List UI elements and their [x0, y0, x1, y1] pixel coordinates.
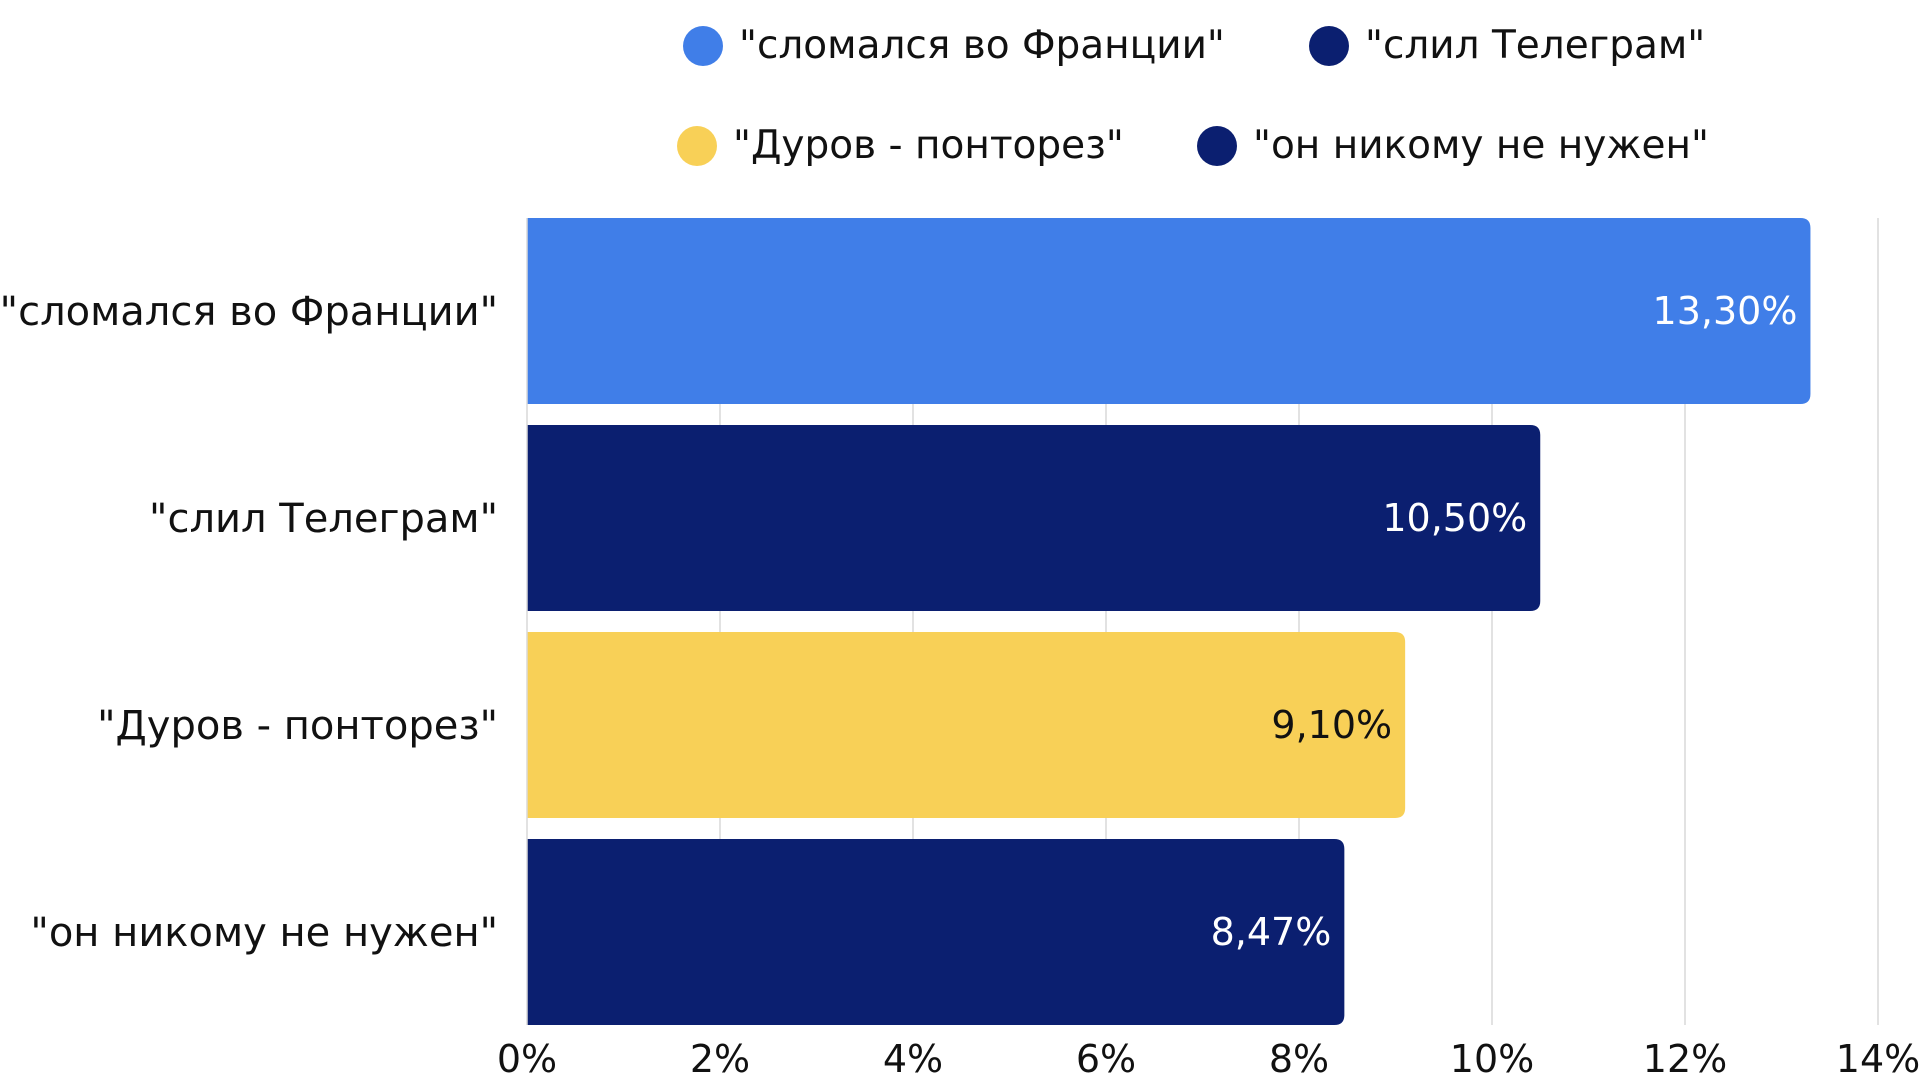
- legend-item: "слил Телеграм": [1309, 23, 1705, 68]
- category-label: "сломался во Франции": [0, 289, 498, 335]
- x-tick-label: 6%: [1076, 1037, 1136, 1080]
- x-tick-label: 12%: [1643, 1037, 1727, 1080]
- legend-item: "Дуров - понторез": [677, 123, 1124, 168]
- data-label: 10,50%: [1382, 496, 1527, 540]
- legend-dot-icon: [683, 25, 723, 66]
- x-tick-label: 10%: [1450, 1037, 1534, 1080]
- data-label: 8,47%: [1211, 910, 1332, 954]
- legend-label: "он никому не нужен": [1253, 123, 1709, 168]
- category-label: "Дуров - понторез": [97, 703, 498, 749]
- x-tick-label: 8%: [1269, 1037, 1329, 1080]
- category-label: "слил Телеграм": [149, 496, 498, 542]
- legend-dot-icon: [677, 125, 717, 166]
- bar: [527, 632, 1406, 818]
- category-label: "он никому не нужен": [30, 910, 498, 956]
- x-tick-label: 2%: [690, 1037, 750, 1080]
- data-label: 13,30%: [1653, 289, 1798, 333]
- legend-label: "слил Телеграм": [1365, 23, 1706, 68]
- x-tick-label: 0%: [497, 1037, 557, 1080]
- legend-label: "сломался во Франции": [739, 23, 1225, 68]
- legend-item: "он никому не нужен": [1197, 123, 1709, 168]
- x-tick-label: 4%: [883, 1037, 943, 1080]
- x-tick-label: 14%: [1836, 1037, 1920, 1080]
- legend-item: "сломался во Франции": [683, 23, 1225, 68]
- bar: [527, 839, 1345, 1025]
- legend-dot-icon: [1197, 125, 1237, 166]
- legend-dot-icon: [1309, 25, 1349, 66]
- data-label: 9,10%: [1271, 703, 1392, 747]
- legend-label: "Дуров - понторез": [733, 123, 1124, 168]
- bar: [527, 218, 1811, 404]
- bar: [527, 425, 1541, 611]
